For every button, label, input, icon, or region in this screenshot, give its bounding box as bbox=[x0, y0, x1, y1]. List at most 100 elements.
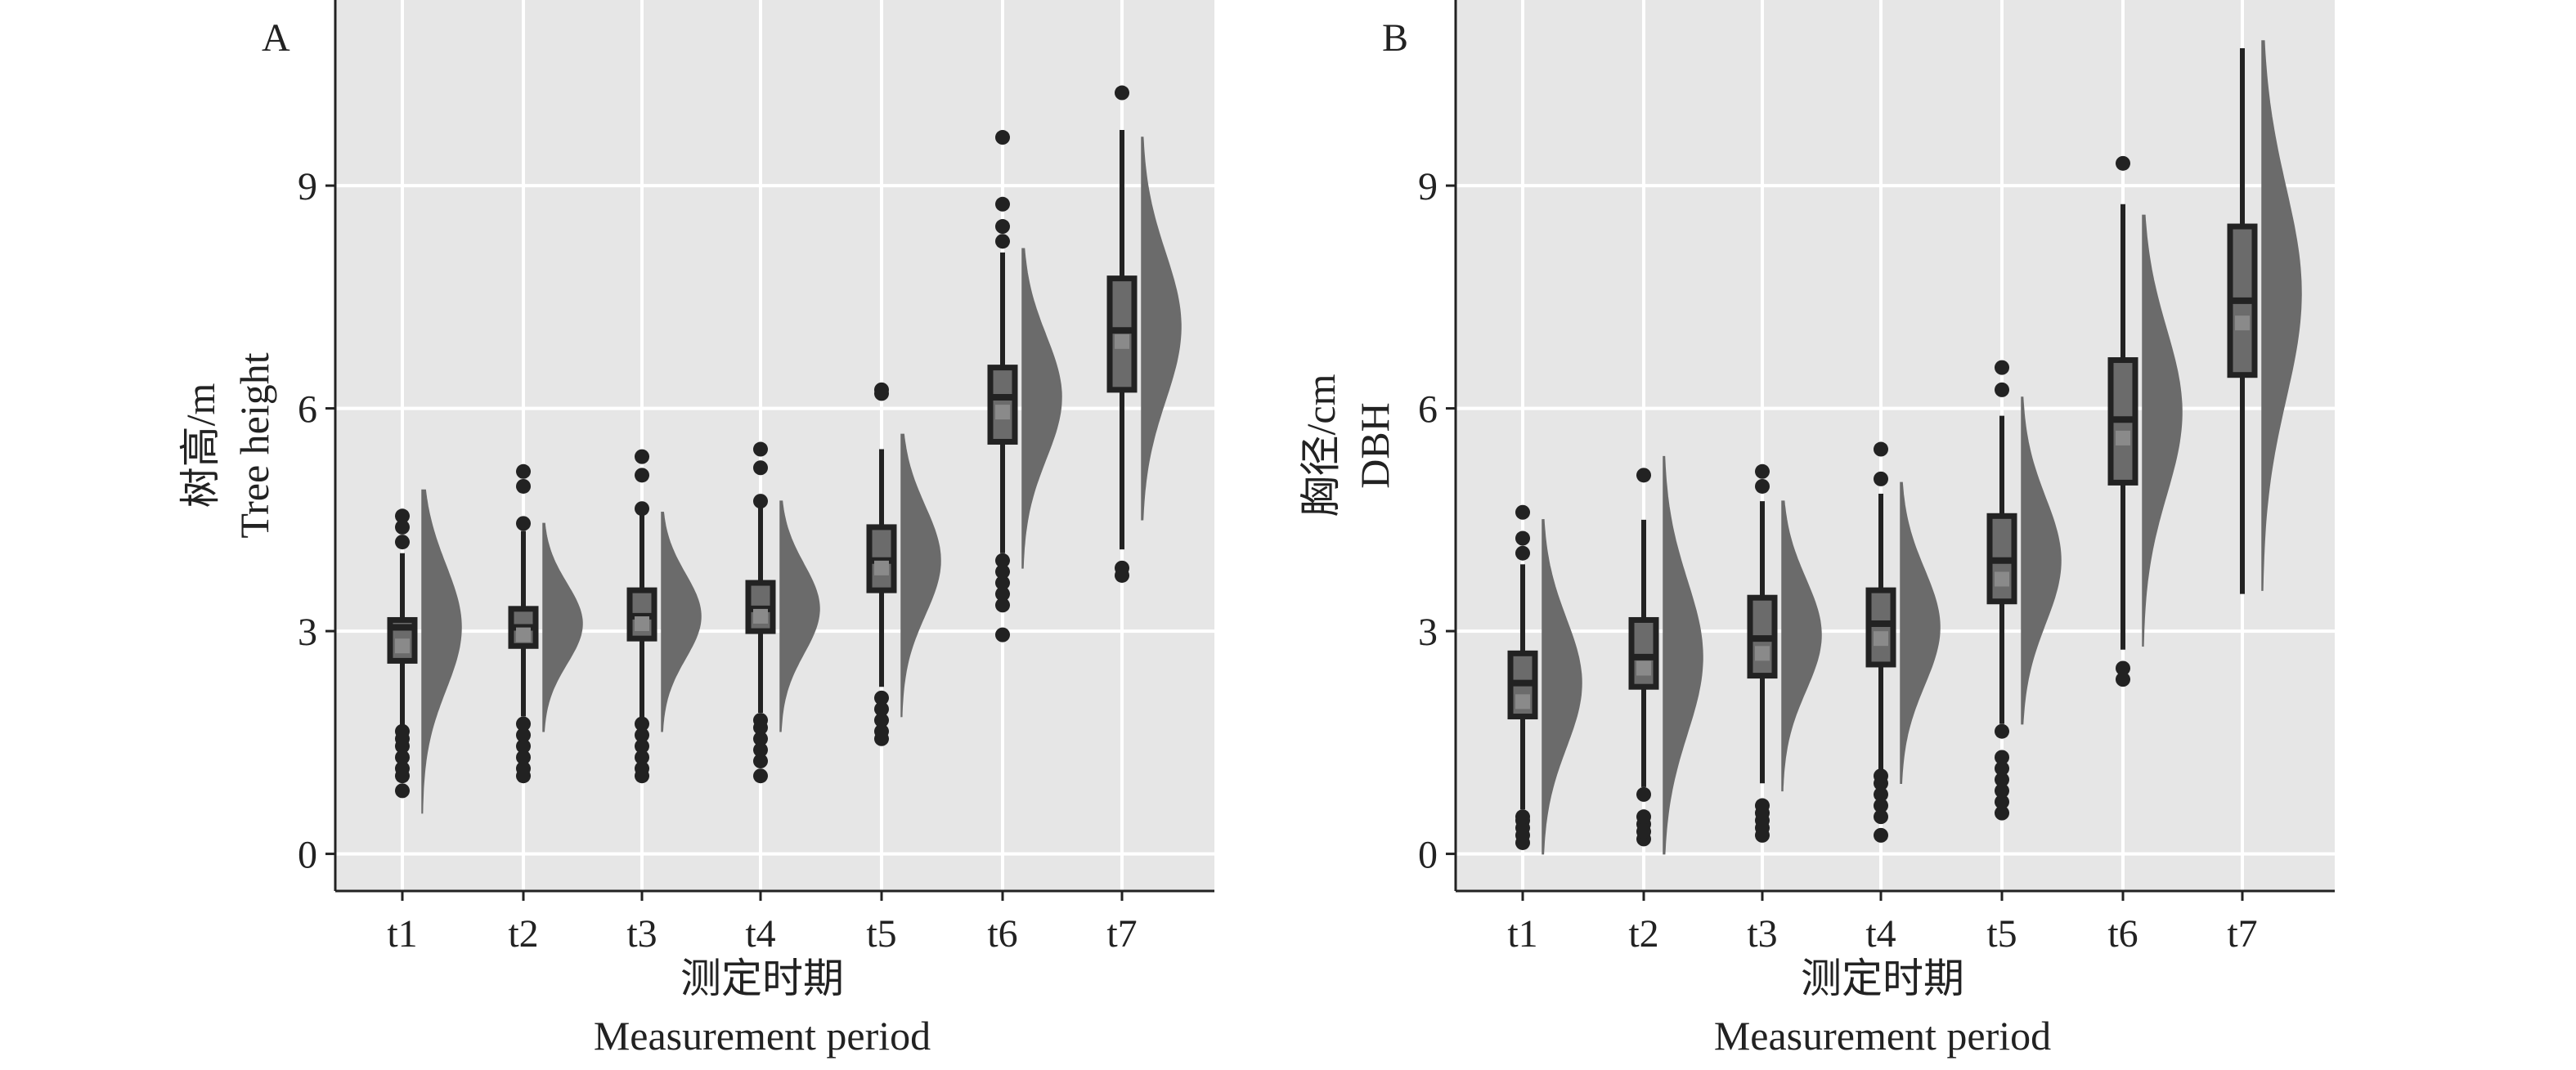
mean-marker-t2 bbox=[516, 627, 531, 642]
y-tick-label: 3 bbox=[298, 611, 317, 654]
panel-label: B bbox=[1382, 16, 1408, 60]
outlier-point bbox=[753, 441, 768, 457]
outlier-point bbox=[395, 519, 410, 535]
outlier-point bbox=[995, 586, 1010, 602]
outlier-point bbox=[1636, 468, 1651, 483]
outlier-point bbox=[1995, 761, 2009, 777]
outlier-point bbox=[1874, 827, 1888, 843]
outlier-point bbox=[1995, 805, 2009, 821]
outlier-point bbox=[995, 564, 1010, 580]
outlier-point bbox=[753, 494, 768, 509]
outlier-point bbox=[1515, 531, 1530, 546]
half-violin-t3 bbox=[1781, 500, 1822, 792]
box-t2 bbox=[1628, 616, 1659, 690]
outlier-points bbox=[1515, 155, 2130, 850]
outlier-point bbox=[874, 713, 889, 728]
half-violin-t6 bbox=[2142, 214, 2183, 647]
half-violins bbox=[1542, 40, 2302, 855]
x-ticks: t1 t2 t3 t4 t5 t6 t7 bbox=[387, 891, 1138, 956]
box-t7 bbox=[1106, 275, 1138, 393]
outlier-point bbox=[635, 468, 649, 483]
outlier-point bbox=[1755, 798, 1770, 813]
outlier-point bbox=[2116, 155, 2130, 171]
x-tick-label-t3: t3 bbox=[1747, 912, 1777, 956]
outlier-point bbox=[1874, 786, 1888, 802]
half-violin-t5 bbox=[900, 433, 941, 718]
y-tick-label: 6 bbox=[298, 388, 317, 432]
y-axis-label-en: Tree height bbox=[231, 352, 277, 538]
half-violin-t7 bbox=[2261, 40, 2302, 591]
y-tick-label: 9 bbox=[1418, 165, 1438, 208]
outlier-point bbox=[995, 234, 1010, 249]
outlier-point bbox=[635, 750, 649, 765]
outlier-point bbox=[753, 713, 768, 728]
outlier-point bbox=[1115, 85, 1129, 101]
outlier-point bbox=[516, 716, 531, 732]
outlier-point bbox=[516, 463, 531, 479]
outlier-point bbox=[1995, 795, 2009, 809]
x-tick-label-t4: t4 bbox=[745, 912, 775, 956]
outlier-points bbox=[395, 85, 1129, 799]
y-tick-label: 0 bbox=[298, 834, 317, 877]
mean-marker-t6 bbox=[995, 405, 1010, 420]
x-ticks: t1 t2 t3 t4 t5 t6 t7 bbox=[1507, 891, 2258, 956]
half-violin-t4 bbox=[1900, 481, 1941, 785]
outlier-point bbox=[753, 754, 768, 769]
outlier-point bbox=[1995, 772, 2009, 787]
x-axis-label-zh: 测定时期 bbox=[680, 956, 844, 1001]
y-axis-label-en: DBH bbox=[1352, 402, 1398, 489]
outlier-point bbox=[753, 731, 768, 746]
outlier-point bbox=[1115, 560, 1129, 575]
mean-marker-t7 bbox=[1115, 334, 1129, 349]
x-tick-label-t2: t2 bbox=[508, 912, 538, 956]
outlier-point bbox=[995, 219, 1010, 235]
outlier-point bbox=[395, 750, 410, 765]
outlier-point bbox=[995, 130, 1010, 146]
mean-marker-t4 bbox=[1874, 631, 1888, 647]
y-tick-label: 0 bbox=[1418, 834, 1438, 877]
x-tick-label-t7: t7 bbox=[1106, 912, 1137, 956]
outlier-point bbox=[2116, 660, 2130, 676]
half-violin-t4 bbox=[779, 500, 820, 732]
outlier-point bbox=[753, 742, 768, 758]
mean-marker-t5 bbox=[1995, 571, 2009, 587]
outlier-point bbox=[1995, 360, 2009, 375]
x-tick-label-t5: t5 bbox=[1986, 912, 2017, 956]
outlier-point bbox=[1995, 723, 2009, 739]
outlier-point bbox=[1874, 809, 1888, 825]
box-t4 bbox=[1865, 587, 1896, 668]
y-ticks: 0 3 6 9 bbox=[1418, 165, 1456, 877]
outlier-point bbox=[1515, 545, 1530, 561]
outlier-point bbox=[995, 627, 1010, 642]
y-axis-label-zh: 树高/m bbox=[177, 383, 223, 508]
outlier-point bbox=[1874, 768, 1888, 784]
mean-marker-t3 bbox=[1755, 646, 1770, 661]
half-violin-t1 bbox=[1542, 519, 1582, 855]
mean-marker-t1 bbox=[1515, 694, 1530, 710]
outlier-point bbox=[516, 516, 531, 531]
outlier-point bbox=[395, 508, 410, 524]
outlier-point bbox=[753, 460, 768, 476]
outlier-point bbox=[516, 750, 531, 765]
y-axis-label-zh: 胸径/cm bbox=[1298, 374, 1344, 517]
outlier-point bbox=[995, 575, 1010, 591]
outlier-point bbox=[395, 723, 410, 739]
outlier-point bbox=[1515, 809, 1530, 825]
plot-background bbox=[1456, 0, 2335, 891]
outlier-point bbox=[1995, 382, 2009, 397]
half-violin-t6 bbox=[1021, 248, 1062, 569]
x-tick-label-t5: t5 bbox=[866, 912, 896, 956]
x-tick-label-t1: t1 bbox=[1507, 912, 1537, 956]
outlier-point bbox=[635, 761, 649, 777]
half-violin-t2 bbox=[542, 522, 583, 732]
outlier-point bbox=[1995, 783, 2009, 799]
outlier-point bbox=[1515, 504, 1530, 520]
outlier-point bbox=[635, 738, 649, 754]
half-violin-t5 bbox=[2021, 396, 2062, 725]
panel-label: A bbox=[262, 16, 290, 60]
half-violins bbox=[421, 137, 1182, 814]
outlier-point bbox=[1995, 750, 2009, 765]
outlier-point bbox=[1636, 786, 1651, 802]
outlier-point bbox=[874, 382, 889, 397]
outlier-point bbox=[2116, 672, 2130, 687]
